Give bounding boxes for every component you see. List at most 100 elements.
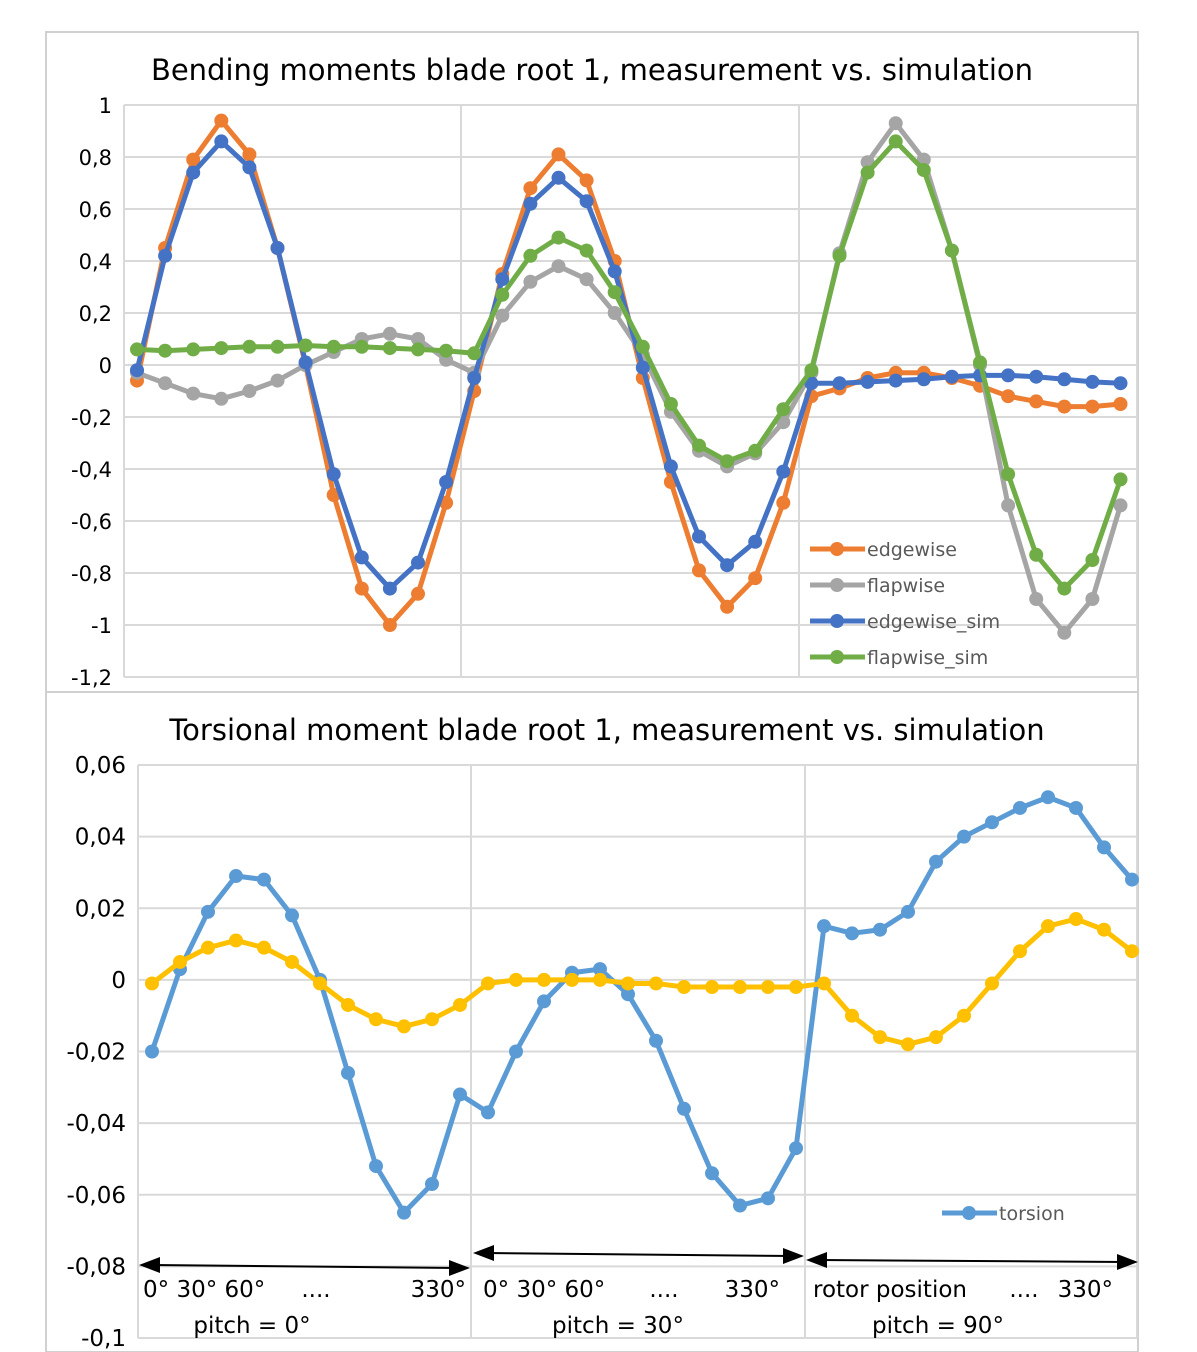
legend-swatch-marker xyxy=(962,1206,976,1220)
data-point xyxy=(523,274,538,289)
pitch-0-label: pitch = 0° xyxy=(193,1313,310,1339)
end-angle-pitch-30: 330° xyxy=(725,1277,780,1303)
data-point xyxy=(186,386,201,401)
y-tick-label: -0,04 xyxy=(66,1111,126,1137)
data-point xyxy=(369,1012,383,1027)
data-point xyxy=(439,475,454,489)
y-tick-label: 0,4 xyxy=(79,250,112,274)
data-point xyxy=(692,563,706,578)
data-point xyxy=(467,346,482,361)
data-point xyxy=(130,363,144,378)
data-point xyxy=(832,248,847,263)
data-point xyxy=(776,402,791,417)
end-angle-pitch-0: 330° xyxy=(411,1277,466,1303)
data-point xyxy=(804,363,819,378)
data-point xyxy=(1057,372,1072,387)
data-point xyxy=(382,326,397,341)
data-point xyxy=(663,459,678,474)
data-point xyxy=(901,1037,915,1052)
data-point xyxy=(1113,472,1128,487)
data-point xyxy=(145,976,159,991)
y-tick-label: -1 xyxy=(91,614,112,638)
data-point xyxy=(523,181,538,196)
data-point xyxy=(382,341,397,356)
data-point xyxy=(1113,498,1128,513)
data-point xyxy=(776,464,791,479)
data-point xyxy=(985,976,999,991)
data-point xyxy=(1113,376,1128,391)
data-point xyxy=(411,342,425,357)
y-tick-label: 0,04 xyxy=(75,825,126,851)
data-point xyxy=(916,372,931,387)
data-point xyxy=(748,443,763,458)
data-point xyxy=(635,339,650,354)
data-point xyxy=(369,1159,383,1174)
data-point xyxy=(860,374,875,389)
data-point xyxy=(495,272,510,287)
data-point xyxy=(1085,553,1100,567)
data-point xyxy=(425,1177,439,1192)
data-point xyxy=(158,376,173,391)
y-tick-label: 0 xyxy=(111,968,126,994)
data-point xyxy=(158,248,173,263)
data-point xyxy=(298,338,313,353)
y-tick-label: -0,06 xyxy=(66,1183,126,1209)
data-point xyxy=(201,904,215,919)
data-point xyxy=(270,339,285,354)
data-point xyxy=(748,534,763,549)
data-point xyxy=(804,376,819,391)
y-tick-label: 0,06 xyxy=(75,753,126,779)
data-point xyxy=(860,165,875,180)
torsion-chart-gridlines xyxy=(137,764,1138,1339)
data-point xyxy=(1097,840,1111,855)
data-point xyxy=(382,581,397,596)
data-point xyxy=(720,454,735,469)
data-point xyxy=(354,581,369,596)
data-point xyxy=(453,1087,467,1102)
pitch-group-arrows xyxy=(139,1245,1138,1276)
legend-item-edgewise: edgewise xyxy=(810,539,957,561)
legend-item-flapwise-sim: flapwise_sim xyxy=(810,647,988,669)
data-point xyxy=(579,243,594,258)
data-point xyxy=(1097,922,1111,937)
data-point xyxy=(257,872,271,887)
data-point xyxy=(817,919,831,934)
data-point xyxy=(635,360,650,375)
pitch-30-arrow-line xyxy=(485,1252,793,1257)
data-point xyxy=(495,308,510,323)
data-point xyxy=(270,373,285,388)
y-tick-label: 0,8 xyxy=(79,146,112,170)
data-point xyxy=(1029,369,1044,384)
data-point xyxy=(733,980,747,995)
data-point xyxy=(873,922,887,937)
data-point xyxy=(1069,911,1083,926)
data-point xyxy=(1001,498,1016,513)
data-point xyxy=(326,339,341,354)
y-tick-label: -0,8 xyxy=(71,562,112,586)
data-point xyxy=(285,908,299,923)
data-point xyxy=(1085,592,1100,606)
data-point xyxy=(257,940,271,955)
legend-label: edgewise xyxy=(867,539,957,561)
data-point xyxy=(1029,547,1044,562)
data-point xyxy=(285,954,299,969)
data-point xyxy=(733,1198,747,1213)
data-point xyxy=(313,976,327,991)
pitch-90-arrow-left-head xyxy=(806,1252,827,1268)
data-point xyxy=(621,976,635,991)
y-tick-label: -0,6 xyxy=(71,510,112,534)
rotor-angle-labels: 0° 30° 60° .... 330° 0° 30° 60° .... 330… xyxy=(143,1277,1113,1303)
y-tick-label: 0,02 xyxy=(75,896,126,922)
data-point xyxy=(453,997,467,1012)
data-point xyxy=(242,160,257,175)
data-point xyxy=(705,1166,719,1181)
data-point xyxy=(1001,368,1016,383)
data-point xyxy=(1029,592,1044,606)
data-point xyxy=(888,116,903,131)
data-point xyxy=(411,586,425,601)
data-point xyxy=(832,376,847,391)
data-point xyxy=(1013,800,1027,815)
y-tick-label: -1,2 xyxy=(71,666,112,690)
data-point xyxy=(888,373,903,388)
data-point xyxy=(229,869,243,884)
